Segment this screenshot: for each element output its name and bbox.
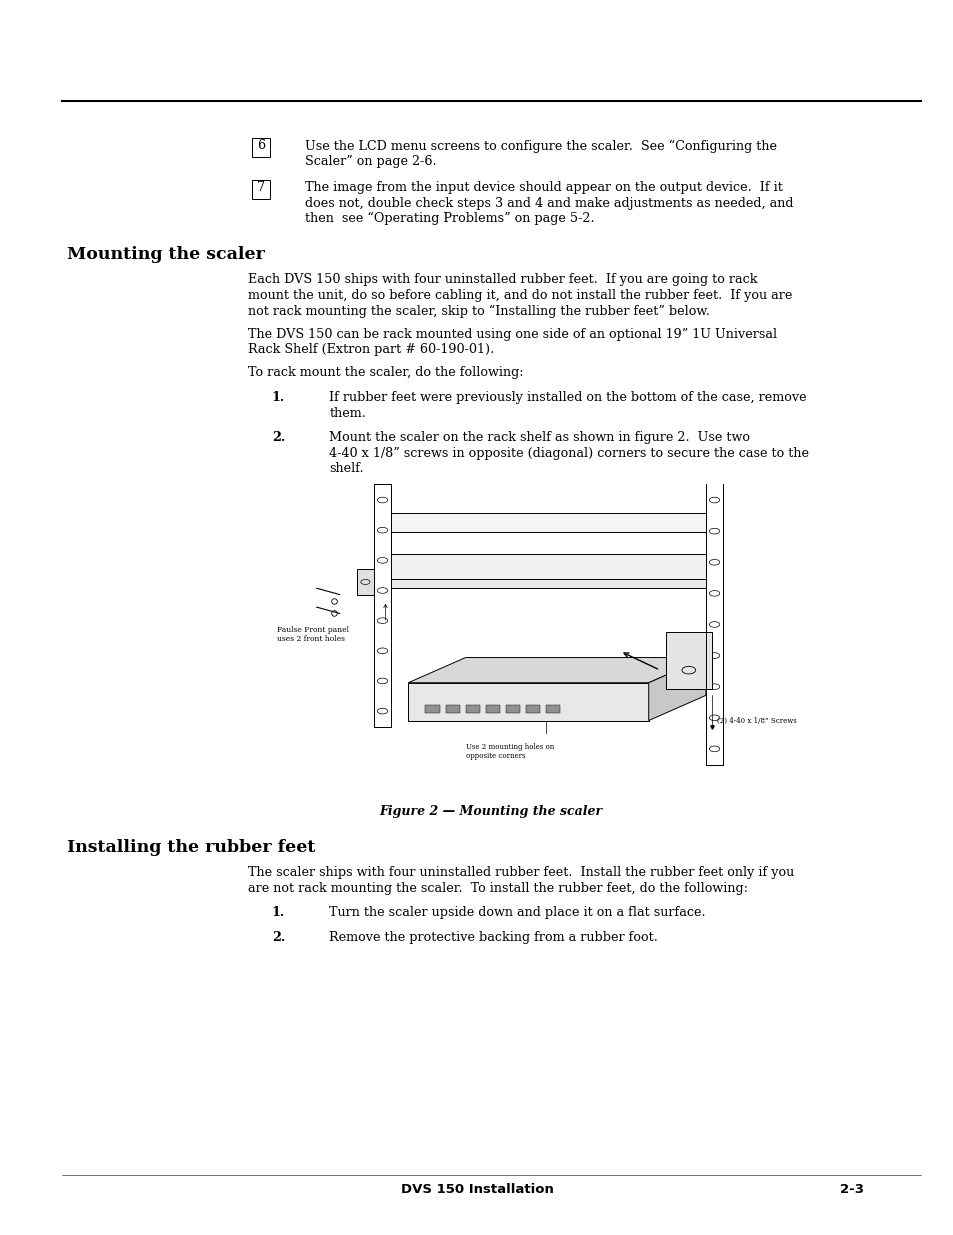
- Text: Use the LCD menu screens to configure the scaler.  See “Configuring the: Use the LCD menu screens to configure th…: [305, 140, 777, 152]
- Text: 7: 7: [256, 182, 265, 194]
- Text: Mount the scaler on the rack shelf as shown in figure 2.  Use two: Mount the scaler on the rack shelf as sh…: [329, 431, 749, 445]
- Text: shelf.: shelf.: [329, 462, 363, 475]
- Text: The DVS 150 can be rack mounted using one side of an optional 19” 1U Universal: The DVS 150 can be rack mounted using on…: [248, 327, 777, 341]
- Text: Rack Shelf (Extron part # 60-190-01).: Rack Shelf (Extron part # 60-190-01).: [248, 343, 494, 356]
- Bar: [485, 705, 499, 713]
- Text: Use 2 mounting holes on
opposite corners: Use 2 mounting holes on opposite corners: [465, 742, 554, 760]
- Text: Each DVS 150 ships with four uninstalled rubber feet.  If you are going to rack: Each DVS 150 ships with four uninstalled…: [248, 273, 757, 287]
- Text: 2-3: 2-3: [839, 1183, 862, 1197]
- Text: 6: 6: [256, 140, 265, 152]
- Text: DVS 150 Installation: DVS 150 Installation: [400, 1183, 553, 1197]
- Text: Figure 2 — Mounting the scaler: Figure 2 — Mounting the scaler: [379, 805, 602, 818]
- Bar: [425, 705, 439, 713]
- Text: then  see “Operating Problems” on page 5-2.: then see “Operating Problems” on page 5-…: [305, 212, 595, 225]
- Text: them.: them.: [329, 406, 366, 420]
- Text: Faulse Front panel
uses 2 front holes: Faulse Front panel uses 2 front holes: [276, 626, 348, 643]
- Polygon shape: [391, 579, 705, 588]
- FancyBboxPatch shape: [252, 138, 270, 157]
- Text: 1.: 1.: [272, 391, 285, 404]
- Polygon shape: [408, 657, 705, 683]
- Text: The scaler ships with four uninstalled rubber feet.  Install the rubber feet onl: The scaler ships with four uninstalled r…: [248, 866, 794, 879]
- Text: 2.: 2.: [272, 431, 285, 445]
- Text: If rubber feet were previously installed on the bottom of the case, remove: If rubber feet were previously installed…: [329, 391, 806, 404]
- FancyBboxPatch shape: [252, 180, 270, 199]
- Polygon shape: [391, 513, 705, 531]
- Bar: [505, 705, 519, 713]
- Polygon shape: [648, 657, 705, 720]
- Text: (2) 4-40 x 1/8” Screws: (2) 4-40 x 1/8” Screws: [717, 716, 797, 725]
- Polygon shape: [408, 683, 648, 720]
- Text: 1.: 1.: [272, 906, 285, 919]
- Text: The image from the input device should appear on the output device.  If it: The image from the input device should a…: [305, 182, 782, 194]
- Text: Mounting the scaler: Mounting the scaler: [67, 246, 265, 263]
- Text: Scaler” on page 2-6.: Scaler” on page 2-6.: [305, 154, 436, 168]
- Text: 2.: 2.: [272, 931, 285, 945]
- Text: does not, double check steps 3 and 4 and make adjustments as needed, and: does not, double check steps 3 and 4 and…: [305, 196, 793, 210]
- Text: Installing the rubber feet: Installing the rubber feet: [67, 839, 315, 856]
- Text: not rack mounting the scaler, skip to “Installing the rubber feet” below.: not rack mounting the scaler, skip to “I…: [248, 304, 709, 317]
- Bar: [465, 705, 479, 713]
- Text: Remove the protective backing from a rubber foot.: Remove the protective backing from a rub…: [329, 931, 658, 945]
- Polygon shape: [356, 569, 374, 594]
- Polygon shape: [391, 553, 705, 579]
- Text: mount the unit, do so before cabling it, and do not install the rubber feet.  If: mount the unit, do so before cabling it,…: [248, 289, 792, 301]
- Text: are not rack mounting the scaler.  To install the rubber feet, do the following:: are not rack mounting the scaler. To ins…: [248, 882, 747, 894]
- Text: 4-40 x 1/8” screws in opposite (diagonal) corners to secure the case to the: 4-40 x 1/8” screws in opposite (diagonal…: [329, 447, 808, 459]
- Polygon shape: [665, 632, 711, 689]
- Bar: [445, 705, 459, 713]
- Text: Turn the scaler upside down and place it on a flat surface.: Turn the scaler upside down and place it…: [329, 906, 705, 919]
- Bar: [525, 705, 539, 713]
- Text: To rack mount the scaler, do the following:: To rack mount the scaler, do the followi…: [248, 367, 523, 379]
- Bar: [545, 705, 559, 713]
